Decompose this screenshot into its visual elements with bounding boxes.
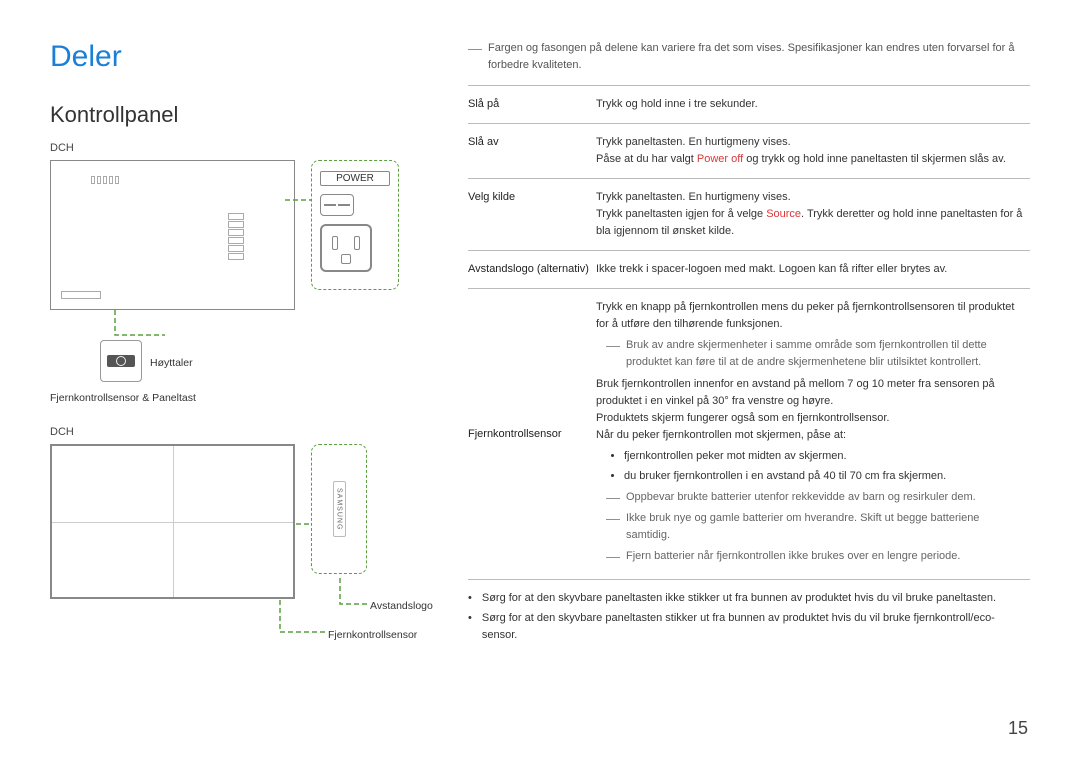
row-body: Ikke trekk i spacer-logoen med makt. Log…	[596, 251, 1030, 289]
table-row: Avstandslogo (alternativ) Ikke trekk i s…	[468, 251, 1030, 289]
sub-note: ― Bruk av andre skjermenheter i samme om…	[606, 337, 1024, 371]
row-line: Trykk paneltasten. En hurtigmeny vises.	[596, 134, 1024, 151]
spacer-logo-caption: Avstandslogo	[370, 600, 433, 612]
diagram-front-view: SAMSUNG Avstandslogo Fjernkontrollsensor	[50, 444, 440, 639]
tv-back-outline	[50, 160, 295, 310]
function-table: Slå på Trykk og hold inne i tre sekunder…	[468, 85, 1030, 580]
row-body: Trykk en knapp på fjernkontrollen mens d…	[596, 289, 1030, 580]
power-socket-icon	[320, 224, 372, 272]
dash-icon: ―	[606, 510, 620, 544]
dash-icon: ―	[606, 548, 620, 565]
row-body: Trykk paneltasten. En hurtigmeny vises. …	[596, 179, 1030, 251]
intro-note-text: Fargen og fasongen på delene kan variere…	[488, 40, 1030, 73]
dash-icon: ―	[606, 489, 620, 506]
row-label: Slå på	[468, 86, 596, 124]
tv-front-outline	[50, 444, 295, 599]
row-line: Produktets skjerm fungerer også som en f…	[596, 410, 1024, 427]
row-line: Trykk en knapp på fjernkontrollen mens d…	[596, 299, 1024, 333]
model-label-2: DCH	[50, 426, 440, 438]
sub-note: ― Fjern batterier når fjernkontrollen ik…	[606, 548, 1024, 565]
note-text: Sørg for at den skyvbare paneltasten sti…	[482, 610, 1030, 643]
row-body: Trykk og hold inne i tre sekunder.	[596, 86, 1030, 124]
note-text: Sørg for at den skyvbare paneltasten ikk…	[482, 590, 996, 607]
note-text: Fjern batterier når fjernkontrollen ikke…	[626, 548, 960, 565]
speaker-caption: Høyttaler	[150, 357, 193, 369]
power-panel-callout: POWER	[311, 160, 399, 290]
text-fragment: Påse at du har valgt	[596, 153, 697, 165]
row-label: Slå av	[468, 124, 596, 179]
table-row: Slå på Trykk og hold inne i tre sekunder…	[468, 86, 1030, 124]
bottom-note-row: • Sørg for at den skyvbare paneltasten i…	[468, 590, 1030, 607]
row-line: Når du peker fjernkontrollen mot skjerme…	[596, 427, 1024, 444]
note-text: Bruk av andre skjermenheter i samme områ…	[626, 337, 1024, 371]
table-row: Velg kilde Trykk paneltasten. En hurtigm…	[468, 179, 1030, 251]
highlight-text: Source	[766, 208, 801, 220]
text-fragment: og trykk og hold inne paneltasten til sk…	[743, 153, 1006, 165]
list-item: du bruker fjernkontrollen i en avstand p…	[624, 468, 1024, 485]
row-label: Fjernkontrollsensor	[468, 289, 596, 580]
brand-logo: SAMSUNG	[333, 481, 346, 537]
row-line: Trykk paneltasten. En hurtigmeny vises.	[596, 189, 1024, 206]
list-item: fjernkontrollen peker mot midten av skje…	[624, 448, 1024, 465]
bottom-note-row: • Sørg for at den skyvbare paneltasten s…	[468, 610, 1030, 643]
section-heading: Kontrollpanel	[50, 102, 440, 128]
row-line: Bruk fjernkontrollen innenfor en avstand…	[596, 376, 1024, 410]
row-label: Velg kilde	[468, 179, 596, 251]
note-text: Ikke bruk nye og gamle batterier om hver…	[626, 510, 1024, 544]
row-line: Trykk paneltasten igjen for å velge Sour…	[596, 206, 1024, 240]
model-label-1: DCH	[50, 142, 440, 154]
row-line: Påse at du har valgt Power off og trykk …	[596, 151, 1024, 168]
sub-note: ― Oppbevar brukte batterier utenfor rekk…	[606, 489, 1024, 506]
table-row: Fjernkontrollsensor Trykk en knapp på fj…	[468, 289, 1030, 580]
power-switch-icon	[320, 194, 354, 216]
text-fragment: Trykk paneltasten igjen for å velge	[596, 208, 766, 220]
highlight-text: Power off	[697, 153, 743, 165]
bullet-icon: •	[468, 610, 472, 643]
sensor-panel-caption: Fjernkontrollsensor & Paneltast	[50, 392, 440, 404]
sub-note: ― Ikke bruk nye og gamle batterier om hv…	[606, 510, 1024, 544]
page-number: 15	[1008, 718, 1028, 739]
dash-icon: ―	[606, 337, 620, 371]
table-row: Slå av Trykk paneltasten. En hurtigmeny …	[468, 124, 1030, 179]
bullet-icon: •	[468, 590, 472, 607]
bullet-list: fjernkontrollen peker mot midten av skje…	[596, 448, 1024, 485]
row-label: Avstandslogo (alternativ)	[468, 251, 596, 289]
sensor-panel-icon	[100, 340, 142, 382]
remote-sensor-caption: Fjernkontrollsensor	[328, 629, 417, 641]
dash-icon: ―	[468, 40, 482, 73]
speaker-caption-row: Høyttaler	[50, 340, 440, 382]
note-text: Oppbevar brukte batterier utenfor rekkev…	[626, 489, 976, 506]
row-body: Trykk paneltasten. En hurtigmeny vises. …	[596, 124, 1030, 179]
page-title: Deler	[50, 40, 440, 74]
bottom-notes: • Sørg for at den skyvbare paneltasten i…	[468, 590, 1030, 644]
spacer-logo-callout: SAMSUNG	[311, 444, 367, 574]
intro-note: ― Fargen og fasongen på delene kan varie…	[468, 40, 1030, 73]
diagram-back-view: POWER	[50, 160, 440, 340]
power-label: POWER	[320, 171, 390, 186]
